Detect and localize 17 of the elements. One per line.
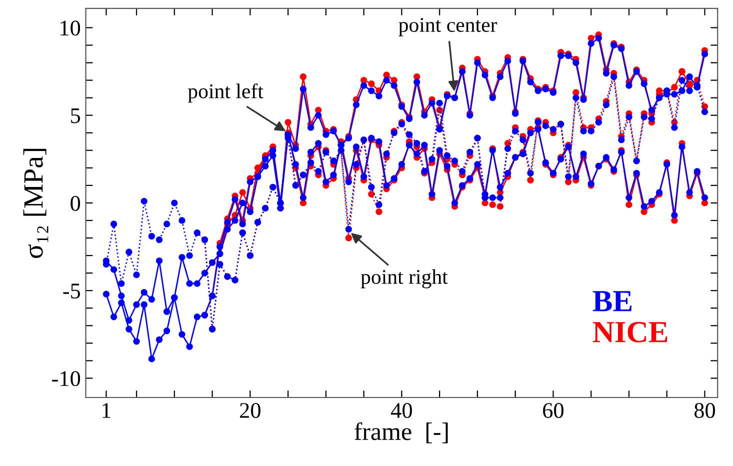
y-tick-label: 0 xyxy=(70,196,80,211)
text: NICE xyxy=(592,322,668,342)
x-tick-label: 40 xyxy=(391,403,412,418)
text: BE xyxy=(592,291,632,312)
y-axis-title: σ₁₂ [MPa] xyxy=(23,148,48,258)
y-tick-label: 5 xyxy=(71,108,80,124)
x-axis-title: frame [-] xyxy=(354,422,448,444)
annotation: point right xyxy=(360,269,448,288)
annotation: point center xyxy=(398,18,498,36)
x-tick-label: 20 xyxy=(240,403,260,418)
annotation: point left xyxy=(188,83,264,103)
y-tick-label: -10 xyxy=(52,371,80,386)
x-tick-label: 80 xyxy=(694,403,715,418)
x-tick-label: 1 xyxy=(102,403,110,418)
y-tick-label: -5 xyxy=(63,284,80,299)
y-tick-label: 10 xyxy=(60,20,80,36)
x-tick-label: 60 xyxy=(543,403,564,418)
